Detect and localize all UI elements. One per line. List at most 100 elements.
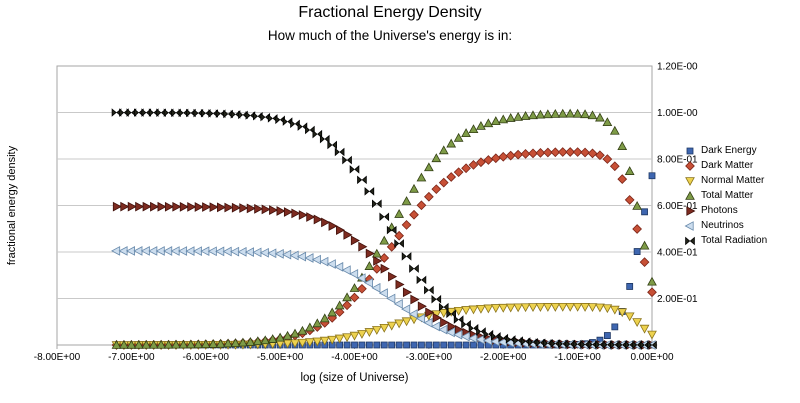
data-point [261,204,271,215]
data-point [187,202,197,212]
data-point [632,200,643,210]
data-point [416,200,427,211]
data-point [513,111,524,121]
data-point [349,283,360,292]
data-point [164,201,175,212]
data-point [312,129,323,139]
data-point [423,317,433,328]
legend-label: Total Matter [701,190,754,201]
data-point [438,145,449,155]
data-point [461,306,471,315]
data-point [542,303,553,312]
data-point [260,335,271,345]
data-point [334,300,345,310]
data-point [327,335,338,345]
data-point [572,302,583,312]
data-point [401,252,412,261]
data-point [431,294,442,304]
legend-item-neutrinos: Neutrinos [683,218,767,233]
data-point [223,338,233,348]
data-point [283,207,294,217]
data-point [453,306,464,316]
x-axis-title: log (size of Universe) [300,372,409,384]
data-point [334,307,345,317]
data-point [639,240,650,250]
data-point [194,202,204,212]
data-point [565,108,576,118]
data-point [639,324,650,334]
data-point [535,147,546,158]
data-point [311,254,321,265]
total-matter-marker-icon [685,190,695,200]
data-point [372,199,382,209]
legend-item-dark-matter: Dark Matter [683,158,767,173]
data-point [208,339,219,348]
data-point [269,205,279,215]
data-point [595,150,605,161]
data-point [394,209,405,218]
data-point [647,276,657,286]
data-point [327,140,337,150]
data-point [126,339,137,349]
data-point [365,248,375,259]
data-point [379,212,390,222]
data-point [365,341,373,349]
data-point [275,332,286,342]
data-point [550,302,561,312]
data-point [336,341,344,349]
data-point [409,264,419,273]
data-point [417,301,427,312]
x-tick-label: -1.00E+00 [554,352,601,363]
data-point [483,304,494,314]
data-point [401,196,412,205]
data-point [349,165,360,174]
data-point [432,341,440,349]
data-point [341,265,351,276]
data-point [342,333,352,343]
data-point [274,248,284,259]
data-point [476,304,486,314]
data-point [171,339,181,349]
data-point [447,321,457,332]
data-point [356,273,366,284]
data-point [416,275,427,285]
data-point [373,256,383,266]
data-point [543,147,553,158]
data-point [349,292,360,303]
legend-label: Dark Energy [701,145,757,156]
dark-matter-marker-icon [685,160,695,171]
data-point [648,172,656,180]
data-point [580,147,590,158]
x-tick-label: -3.00E+00 [406,352,453,363]
chart-title: Fractional Energy Density [298,4,482,21]
data-point [513,149,523,160]
data-point [410,341,418,349]
data-point [432,312,442,323]
data-point [276,206,286,216]
data-point [379,323,390,333]
data-point [453,315,464,324]
data-point [409,183,419,193]
data-point [632,318,643,328]
data-point [520,111,531,120]
data-point [328,221,338,231]
data-point [282,249,292,260]
data-point [364,261,375,270]
data-point [415,313,426,324]
legend-label: Photons [701,205,738,216]
x-tick-label: -7.00E+00 [108,352,155,363]
legend-item-dark-energy: Dark Energy [683,143,767,158]
data-point [200,339,211,349]
data-point [580,303,590,312]
data-point [290,328,300,338]
data-point [468,124,479,134]
y-tick-label: 2.00E-01 [657,294,698,305]
data-point [572,147,583,157]
data-point [254,203,264,214]
data-point [386,293,396,304]
data-point [550,147,561,158]
data-point [319,336,330,346]
data-point [609,125,620,135]
data-point [565,147,576,157]
